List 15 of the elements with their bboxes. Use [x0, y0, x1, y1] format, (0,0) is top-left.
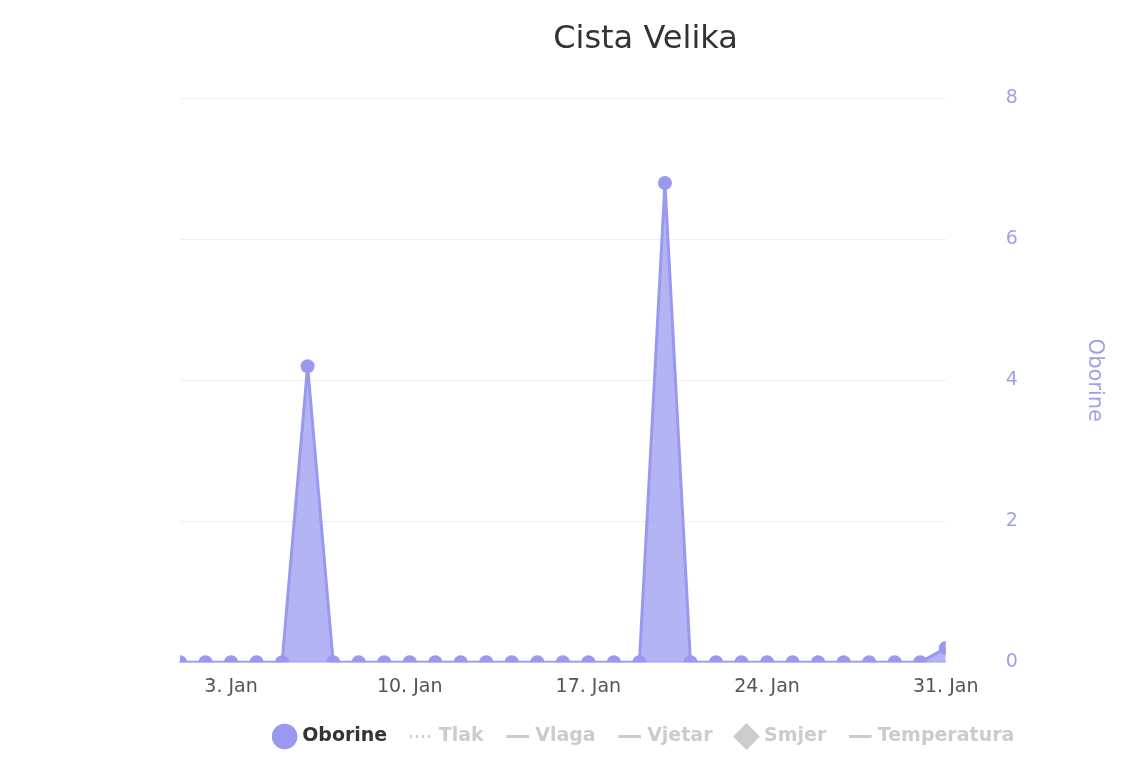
- y-axis-title: Oborine: [1083, 338, 1108, 422]
- y-tick-label: 0: [1005, 649, 1018, 672]
- x-tick-label: 17. Jan: [555, 673, 622, 696]
- x-tick-label: 3. Jan: [204, 673, 258, 696]
- legend-label: Oborine: [302, 723, 388, 746]
- y-tick-label: 4: [1005, 367, 1018, 390]
- y-tick-label: 2: [1005, 508, 1018, 531]
- point: [657, 175, 672, 190]
- point: [300, 359, 315, 374]
- chart-title: Cista Velika: [553, 17, 738, 56]
- x-tick-label: 24. Jan: [734, 673, 800, 696]
- y-tick-label: 6: [1005, 226, 1018, 249]
- x-tick-label: 10. Jan: [376, 673, 443, 696]
- x-tick-label: 31. Jan: [912, 673, 979, 696]
- y-tick-label: 8: [1005, 85, 1018, 108]
